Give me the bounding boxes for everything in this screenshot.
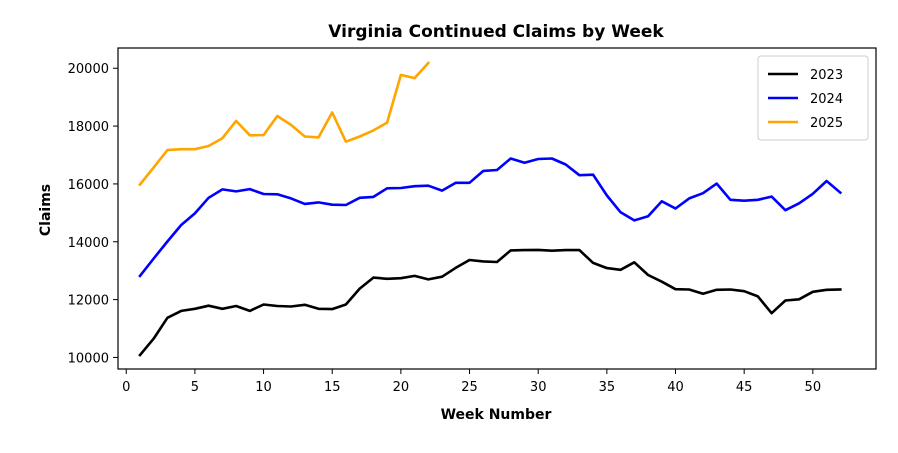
x-tick-label: 20 <box>393 380 410 395</box>
x-tick-label: 45 <box>736 380 753 395</box>
y-tick-label: 18000 <box>68 120 109 135</box>
legend-label-2024: 2024 <box>810 92 843 107</box>
x-tick-label: 10 <box>255 380 272 395</box>
y-axis-label: Claims <box>38 184 54 236</box>
legend-label-2025: 2025 <box>810 116 843 131</box>
legend-box <box>757 55 869 141</box>
x-tick-label: 0 <box>122 380 130 395</box>
x-tick-label: 35 <box>599 380 616 395</box>
series-line-2023 <box>138 248 842 357</box>
x-tick-label: 40 <box>667 380 684 395</box>
y-tick-label: 14000 <box>68 236 109 251</box>
x-tick-label: 15 <box>324 380 341 395</box>
series-line-2025 <box>138 61 431 187</box>
x-tick-label: 30 <box>530 380 547 395</box>
x-tick-label: 25 <box>461 380 478 395</box>
x-tick-label: 5 <box>191 380 199 395</box>
series-line-2024 <box>138 157 843 278</box>
y-tick-label: 20000 <box>68 62 109 77</box>
y-tick-label: 16000 <box>68 178 109 193</box>
y-tick-label: 10000 <box>68 351 109 366</box>
plot-frame <box>117 47 877 370</box>
y-tick-label: 12000 <box>68 294 109 309</box>
chart-title: Virginia Continued Claims by Week <box>328 22 664 42</box>
x-axis-label: Week Number <box>441 407 552 423</box>
plot-area: 0 5 10 15 20 25 30 35 40 45 5010000120001400016000… <box>68 47 877 395</box>
x-tick-label: 50 <box>805 380 822 395</box>
legend: 2023 2024 2025 <box>757 55 869 141</box>
legend-label-2023: 2023 <box>810 68 843 83</box>
